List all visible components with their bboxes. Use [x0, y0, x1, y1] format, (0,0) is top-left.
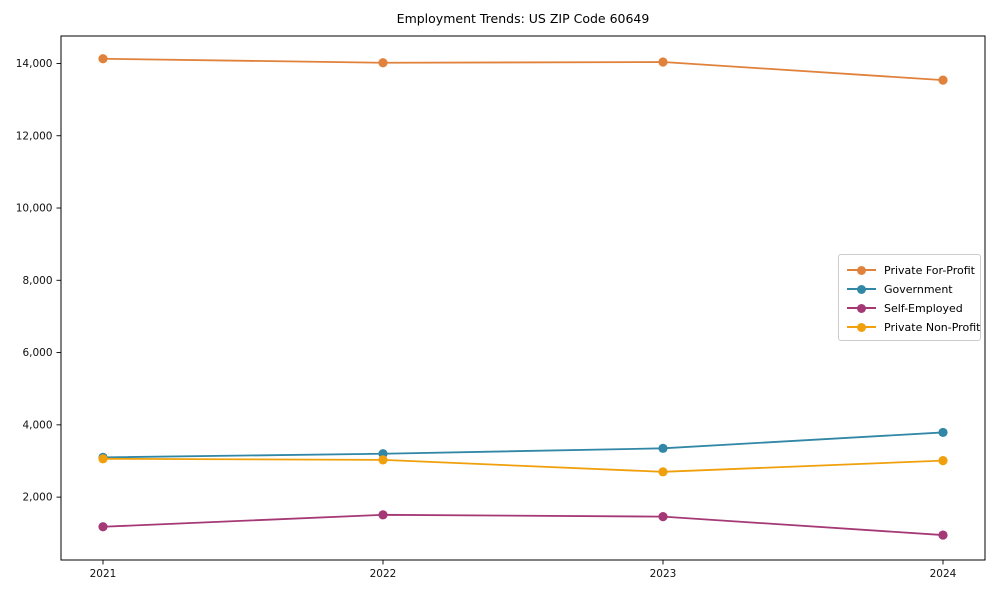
legend-item-government: Government: [847, 280, 972, 298]
legend-marker-icon: [847, 284, 876, 294]
y-tick-label: 6,000: [22, 347, 52, 359]
data-point-self-employed: [378, 510, 388, 520]
data-point-private-for-profit: [378, 58, 388, 68]
data-point-government: [938, 427, 948, 438]
series-line-government: [102, 431, 944, 459]
legend-item-self-employed: Self-Employed: [847, 299, 972, 317]
legend-label: Self-Employed: [884, 301, 963, 315]
legend-marker-icon: [847, 322, 876, 332]
legend-label: Private Non-Profit: [884, 320, 981, 334]
y-tick-label: 12,000: [16, 130, 53, 142]
series-line-self-employed: [102, 513, 944, 536]
data-point-private-for-profit: [98, 54, 108, 64]
y-tick-label: 8,000: [22, 275, 52, 287]
data-point-private-non-profit: [378, 455, 388, 465]
data-point-self-employed: [658, 512, 668, 522]
chart-title: Employment Trends: US ZIP Code 60649: [396, 11, 650, 26]
data-point-private-non-profit: [98, 454, 108, 464]
x-tick-label: 2021: [90, 568, 117, 580]
legend-marker-icon: [847, 265, 876, 275]
x-tick-label: 2022: [370, 568, 397, 580]
data-point-self-employed: [938, 530, 948, 540]
legend-item-private-for-profit: Private For-Profit: [847, 261, 975, 279]
data-point-government: [658, 443, 668, 453]
plot-area: [60, 35, 986, 561]
data-point-private-for-profit: [658, 57, 668, 67]
x-tick-label: 2024: [930, 568, 957, 580]
y-tick-label: 14,000: [16, 58, 53, 70]
data-point-private-for-profit: [938, 75, 948, 85]
series-line-private-for-profit: [102, 57, 944, 81]
y-tick-label: 2,000: [22, 492, 52, 504]
legend: Private For-Profit Government Self-Employe…: [838, 254, 981, 341]
legend-label: Private For-Profit: [884, 263, 975, 277]
legend-marker-icon: [847, 303, 876, 313]
legend-label: Government: [884, 282, 953, 296]
series-line-private-non-profit: [102, 457, 944, 473]
legend-item-private-non-profit: Private Non-Profit: [847, 318, 980, 336]
y-tick-label: 10,000: [16, 203, 53, 215]
data-point-private-non-profit: [938, 456, 948, 466]
data-point-self-employed: [98, 522, 108, 532]
data-point-private-non-profit: [658, 467, 668, 477]
y-tick-label: 4,000: [22, 419, 52, 431]
x-tick-label: 2023: [650, 568, 677, 580]
